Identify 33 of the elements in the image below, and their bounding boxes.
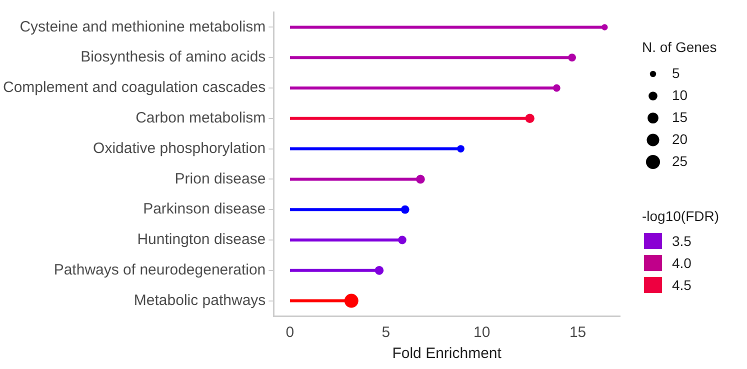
x-tick-label: 0 [286,324,294,342]
y-tick-label: Huntington disease [137,231,266,248]
x-axis-title: Fold Enrichment [392,345,502,362]
point [374,266,384,275]
y-tick-label: Cysteine and methionine metabolism [20,18,266,36]
y-tick-label: Carbon metabolism [136,110,266,127]
y-tick-label: Oxidative phosphorylation [93,140,266,157]
x-tick-label: 10 [474,324,490,342]
point [398,236,406,244]
text: 4.5 [672,277,692,293]
legend-title: N. of Genes [642,38,717,55]
text: 4.0 [672,255,692,271]
y-tick-label: Prion disease [174,170,266,188]
point [525,114,534,124]
y-tick-label: Parkinson disease [143,200,266,218]
legend-label: 20 [672,130,688,147]
point [416,174,425,184]
color-bar-title: -log10(FDR) [642,208,720,224]
legend-label: 25 [672,152,688,169]
point [568,54,576,62]
y-tick-label: Biosynthesis of amino acids [80,48,266,66]
point [400,205,410,214]
legend-label: 10 [672,86,688,103]
y-tick-label: Complement and coagulation cascades [2,79,266,96]
legend-label: 5 [672,64,680,81]
x-tick-label: 5 [382,324,390,342]
y-tick-label: Pathways of neurodegeneration [54,262,266,279]
point [552,84,560,92]
legend-label: 15 [672,108,688,125]
y-tick-label: Metabolic pathways [134,292,266,309]
x-tick-label: 15 [569,324,586,342]
text: 3.5 [672,233,692,249]
point [457,145,464,153]
